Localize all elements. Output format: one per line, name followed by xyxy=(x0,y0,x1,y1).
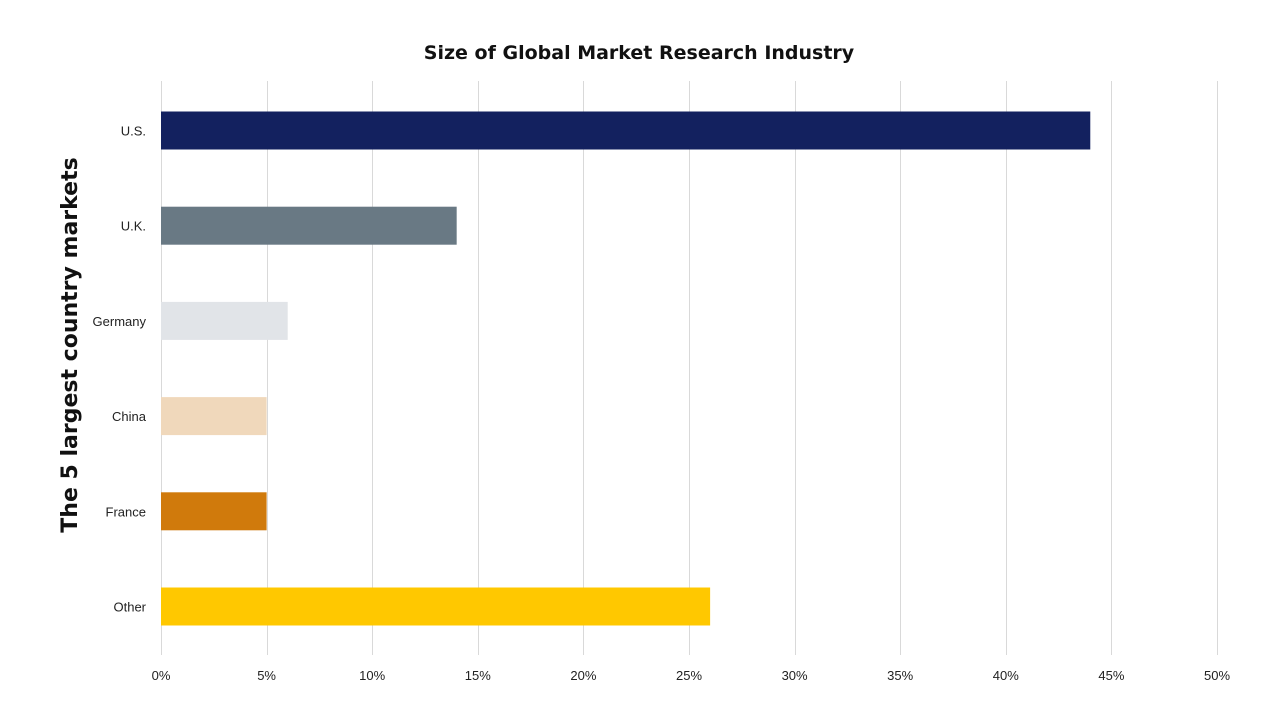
category-label: Germany xyxy=(93,314,147,329)
x-tick-label: 40% xyxy=(993,668,1019,683)
category-label: Other xyxy=(113,600,146,615)
x-tick-label: 25% xyxy=(676,668,702,683)
bar-france xyxy=(161,492,267,531)
x-tick-label: 45% xyxy=(1098,668,1124,683)
chart-title: Size of Global Market Research Industry xyxy=(424,42,855,64)
category-labels: U.S. U.K. Germany China France Other xyxy=(93,124,147,615)
category-label: U.S. xyxy=(121,124,146,139)
category-label: France xyxy=(106,504,146,519)
category-label: China xyxy=(112,409,147,424)
x-tick-label: 0% xyxy=(152,668,171,683)
x-tick-label: 5% xyxy=(257,668,276,683)
x-tick-labels: 0% 5% 10% 15% 20% 25% 30% 35% 40% 45% 50% xyxy=(152,668,1231,683)
x-tick-label: 15% xyxy=(465,668,491,683)
x-tick-label: 10% xyxy=(359,668,385,683)
bar-u-k xyxy=(161,206,457,245)
x-tick-label: 35% xyxy=(887,668,913,683)
bar-china xyxy=(161,397,267,436)
bars xyxy=(161,111,1091,626)
x-tick-label: 50% xyxy=(1204,668,1230,683)
x-tick-label: 20% xyxy=(570,668,596,683)
gridlines xyxy=(161,81,1218,655)
bar-u-s xyxy=(161,111,1091,150)
bar-germany xyxy=(161,301,288,340)
x-tick-label: 30% xyxy=(782,668,808,683)
category-label: U.K. xyxy=(121,219,146,234)
y-axis-label: The 5 largest country markets xyxy=(58,157,83,532)
bar-other xyxy=(161,587,711,626)
